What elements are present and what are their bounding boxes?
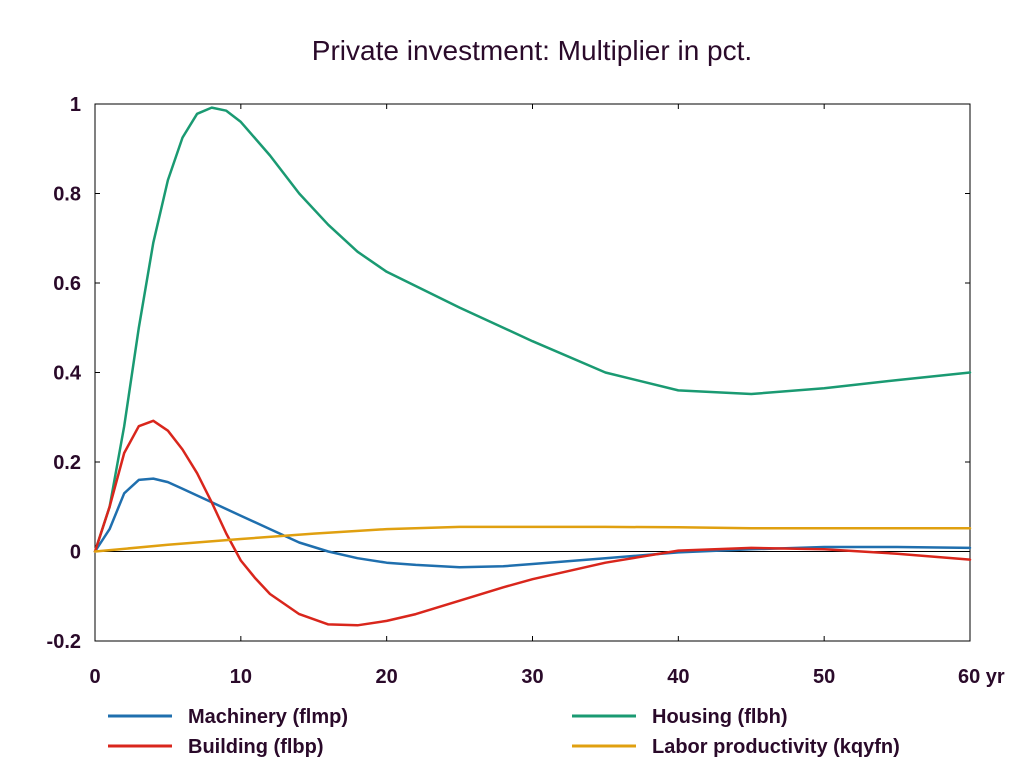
y-tick-label: 0.6 [53,273,81,295]
legend-item: Building (flbp) [108,736,324,758]
x-tick-label: 20 [376,666,398,688]
legend-label: Building (flbp) [188,736,324,758]
plot-area: -0.200.20.40.60.810 10 20 30 40 50 60 yr [47,94,1005,688]
y-tick-label: 0.8 [53,184,81,206]
legend-label: Labor productivity (kqyfn) [652,736,900,758]
x-tick-label: 30 [521,666,543,688]
legend-item: Labor productivity (kqyfn) [572,736,900,758]
chart-title: Private investment: Multiplier in pct. [312,35,752,66]
series-line-3 [93,525,972,553]
x-tick-label: 60 yr [958,666,1005,688]
x-tick-label: 10 [230,666,252,688]
legend-label: Housing (flbh) [652,706,788,728]
y-tick-label: -0.2 [47,631,81,653]
series-line-1 [93,106,972,553]
plot-frame [94,103,971,642]
series-line-2 [93,419,972,627]
legend-label: Machinery (flmp) [188,706,348,728]
y-tick-label: 0 [70,542,81,564]
y-tick-label: 1 [70,94,81,116]
legend-item: Machinery (flmp) [108,706,348,728]
chart-legend: Machinery (flmp) Housing (flbh) Building (… [108,706,900,758]
series-line-0 [93,477,972,569]
y-tick-label: 0.2 [53,452,81,474]
x-tick-label: 0 [89,666,100,688]
legend-item: Housing (flbh) [572,706,788,728]
y-tick-label: 0.4 [53,363,82,385]
x-tick-label: 50 [813,666,835,688]
x-tick-label: 40 [667,666,689,688]
